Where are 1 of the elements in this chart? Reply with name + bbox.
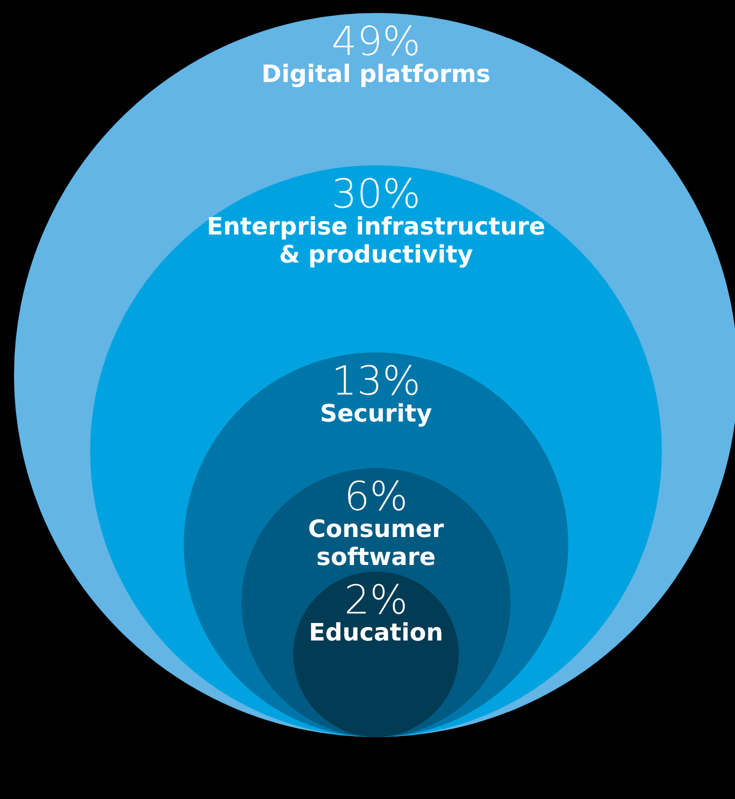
category-label: Education [308, 618, 444, 647]
